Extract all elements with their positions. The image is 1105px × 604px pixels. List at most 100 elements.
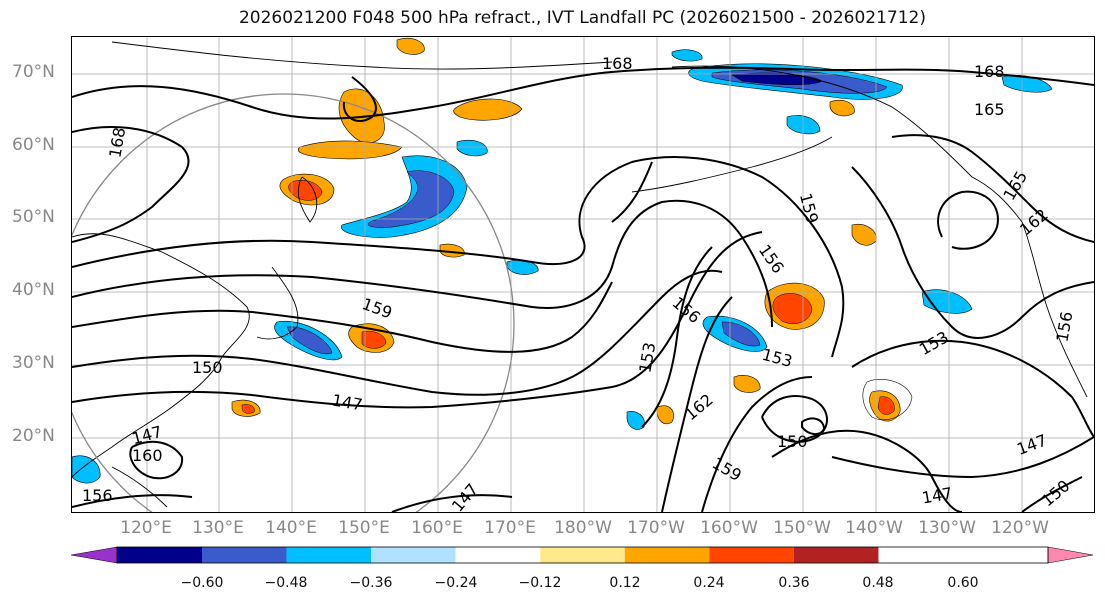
colorbar-tick: −0.24 [434,575,478,591]
coast-siberia [111,41,613,70]
contour-line [611,161,653,223]
contour-line [72,269,723,396]
contour-label: 168 [974,62,1005,81]
coast-japan [256,266,299,340]
lat-label-70n: 70°N [12,62,55,82]
colorbar-cell [624,547,710,563]
lon-label-160w: 160°W [700,518,758,538]
lon-label-120w: 120°W [991,518,1049,538]
contour-label: 165 [999,168,1031,204]
coast-alaska [671,65,1023,223]
lat-label-30n: 30°N [12,353,55,373]
colorbar-tick: 0.24 [693,575,725,591]
lon-label-170w: 170°W [627,518,685,538]
shade-positive [396,38,425,55]
shade-light-positive [862,378,913,421]
shade-strong-positive [241,404,255,414]
coast-philippines [111,466,168,508]
shade-strong-positive [772,293,813,324]
colorbar-tick: 0.60 [947,575,979,591]
map-panel: 168 168 168 165 165 162 159 156 159 150 … [71,36,1095,513]
contour-line [831,436,1094,479]
lon-label-140w: 140°W [845,518,903,538]
contour-line [72,231,763,409]
contour-label: 159 [709,453,745,485]
contour-label: 153 [760,345,794,371]
contour-line [72,199,773,328]
colorbar-tick: −0.48 [264,575,308,591]
map-canvas: 168 168 168 165 165 162 159 156 159 150 … [72,37,1094,512]
shade-strong-positive [288,179,323,201]
shade-positive [851,224,877,246]
colorbar-tick: −0.36 [349,575,393,591]
lon-label-140e: 140°E [265,518,317,538]
shade-negative [671,49,703,62]
shade-negative [72,455,101,484]
contour-label: 165 [974,100,1005,119]
lon-label-160e: 160°E [411,518,463,538]
colorbar-cell [709,547,794,563]
contour-label: 156 [1052,310,1076,343]
shade-strong-negative [367,170,455,228]
colorbar-cell [793,547,879,563]
graticule [72,37,1094,512]
shade-positive [829,99,855,117]
contour-line [891,134,1094,243]
colorbar-cell [117,547,202,563]
shade-negative [786,115,821,135]
contour-line [771,429,963,512]
contours [72,66,1094,512]
colorbar-cell [540,547,625,563]
contour-label: 147 [448,480,482,512]
colorbar-cells [117,547,879,563]
coast-na-west [1021,221,1088,398]
contour-line [72,494,193,508]
shade-positive [453,98,523,121]
coast-asia [72,233,250,478]
lon-label-170e: 170°E [484,518,536,538]
contour-label: 156 [82,486,113,505]
lat-label-60n: 60°N [12,135,55,155]
shade-negative [626,411,645,430]
shade-positive [439,243,465,258]
colorbar-tick: −0.60 [180,575,224,591]
contour-line [129,440,184,480]
lat-label-50n: 50°N [12,207,55,227]
lon-label-180w: 180°W [554,518,612,538]
contour-label: 150 [777,432,808,451]
contour-line [641,246,713,428]
shade-positive [297,140,403,160]
shade-strong-positive [877,396,895,415]
contour-line [342,76,377,122]
contour-labels: 168 168 168 165 165 162 159 156 159 150 … [82,54,1076,512]
contour-label: 150 [1038,476,1074,510]
contour-line [72,281,613,353]
landfall-circle [72,93,515,512]
lon-label-130w: 130°W [918,518,976,538]
lon-label-150e: 150°E [338,518,390,538]
colorbar-cell [286,547,372,563]
colorbar-tick: −0.12 [518,575,562,591]
contour-label: 160 [132,446,163,465]
lat-label-20n: 20°N [12,426,55,446]
contour-line [391,494,513,512]
contour-label: 153 [635,341,659,374]
contour-label: 150 [192,358,223,377]
contour-label: 168 [105,126,129,159]
contour-label: 162 [681,390,717,424]
colorbar-tick: 0.48 [862,575,894,591]
colorbar-extend-low [70,546,118,564]
colorbar-tick: 0.12 [609,575,641,591]
colorbar-tick: 0.36 [778,575,810,591]
contour-label: 159 [796,191,822,225]
lon-label-120e: 120°E [120,518,172,538]
shading-layer [72,38,1053,484]
colorbar-extend-high [1047,546,1094,564]
coastlines [72,41,1088,508]
shade-positive [733,375,761,393]
contour-label: 156 [669,293,705,327]
contour-line [851,339,1094,438]
lon-label-130e: 130°E [192,518,244,538]
contour-line [851,166,1094,339]
contour-label: 153 [916,327,952,359]
